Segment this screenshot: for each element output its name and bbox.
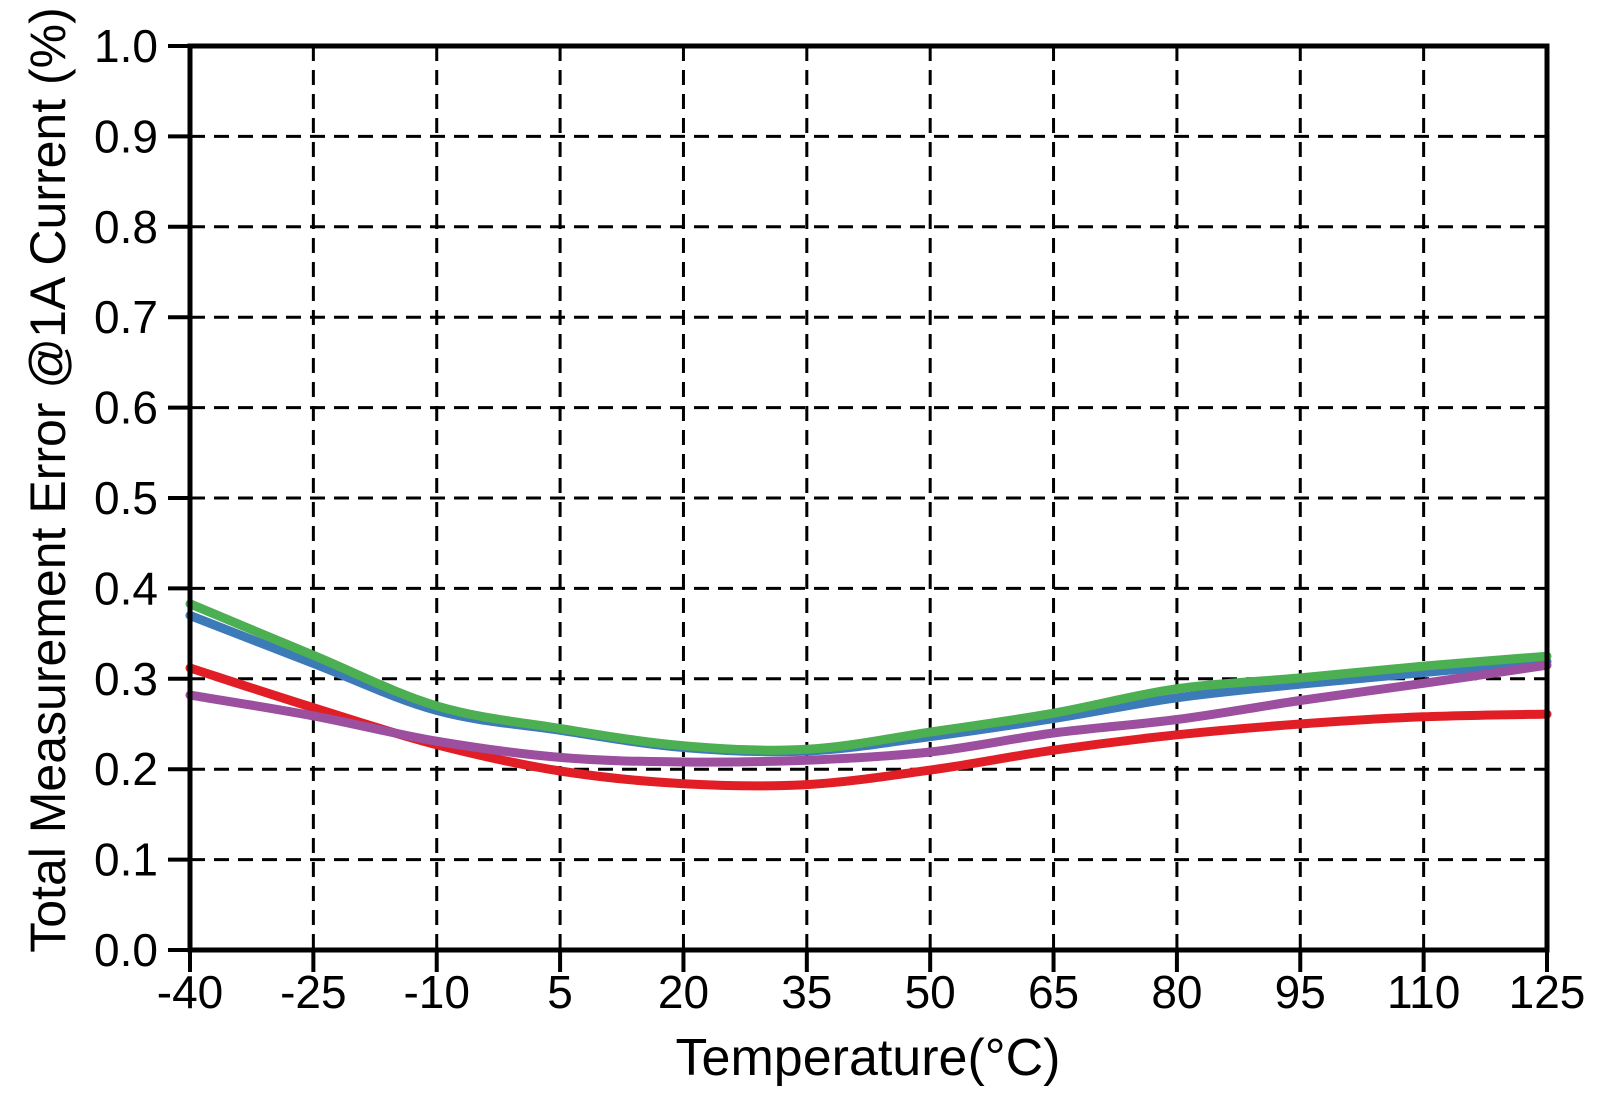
x-tick-label: 110 bbox=[1387, 966, 1460, 1018]
purple-series-line bbox=[185, 660, 1552, 767]
x-tick-label: -10 bbox=[403, 966, 469, 1018]
x-tick-label: 65 bbox=[1028, 966, 1079, 1018]
x-tick-label: -40 bbox=[157, 966, 223, 1018]
x-tick-label: 35 bbox=[781, 966, 832, 1018]
y-tick-label: 0.8 bbox=[94, 201, 158, 253]
x-axis-title: Temperature(°C) bbox=[675, 1029, 1061, 1087]
x-tick-label: -25 bbox=[280, 966, 346, 1018]
y-tick-label: 0.7 bbox=[94, 291, 158, 343]
x-tick-label: 50 bbox=[905, 966, 956, 1018]
x-tick-label: 80 bbox=[1151, 966, 1202, 1018]
y-tick-label: 0.3 bbox=[94, 653, 158, 705]
y-tick-label: 0.6 bbox=[94, 382, 158, 434]
y-tick-label: 0.5 bbox=[94, 472, 158, 524]
x-tick-label: 5 bbox=[547, 966, 573, 1018]
x-tick-label: 95 bbox=[1275, 966, 1326, 1018]
y-tick-label: 0.1 bbox=[94, 834, 158, 886]
x-tick-label: 125 bbox=[1509, 966, 1586, 1018]
y-tick-label: 0.4 bbox=[94, 562, 158, 614]
y-tick-label: 0.9 bbox=[94, 110, 158, 162]
green-series-line bbox=[185, 599, 1552, 755]
y-tick-label: 0.2 bbox=[94, 743, 158, 795]
y-tick-label: 1.0 bbox=[94, 20, 158, 72]
y-axis-title: Total Measurement Error @1A Current (%) bbox=[20, 7, 76, 953]
x-tick-label: 20 bbox=[658, 966, 709, 1018]
y-tick-label: 0.0 bbox=[94, 924, 158, 976]
